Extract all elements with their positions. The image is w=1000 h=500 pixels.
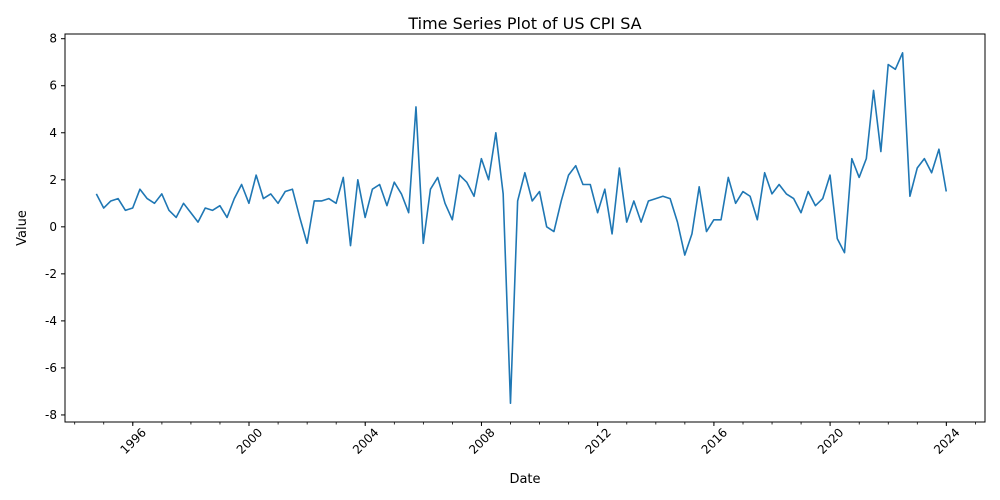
y-tick-label: 6: [49, 79, 57, 93]
chart-title: Time Series Plot of US CPI SA: [407, 14, 641, 33]
y-axis: -8 -6 -4 -2 0 2 4 6 8: [45, 32, 65, 422]
x-axis-label: Date: [509, 472, 540, 487]
axes-frame: [64, 33, 986, 423]
x-tick-label: 2024: [931, 425, 962, 456]
plot-area: [95, 52, 948, 404]
x-tick-label: 1996: [118, 425, 149, 456]
y-tick-label: 0: [49, 220, 57, 234]
y-tick-label: -4: [45, 314, 57, 328]
y-tick-label: -6: [45, 361, 57, 375]
y-tick-label: 2: [49, 173, 57, 187]
y-tick-label: -2: [45, 267, 57, 281]
x-tick-label: 2004: [350, 425, 381, 456]
x-tick-label: 2000: [234, 425, 265, 456]
x-tick-label: 2012: [582, 425, 613, 456]
y-tick-label: 8: [49, 32, 57, 46]
x-tick-label: 2020: [815, 425, 846, 456]
x-tick-label: 2008: [466, 425, 497, 456]
y-tick-label: 4: [49, 126, 57, 140]
x-tick-label: 2016: [699, 425, 730, 456]
y-tick-label: -8: [45, 408, 57, 422]
series-line-0: [95, 52, 948, 404]
x-axis: 1996 2000 2004 2008 2012 2016 2020 2024: [74, 422, 976, 457]
y-axis-label: Value: [15, 210, 30, 246]
